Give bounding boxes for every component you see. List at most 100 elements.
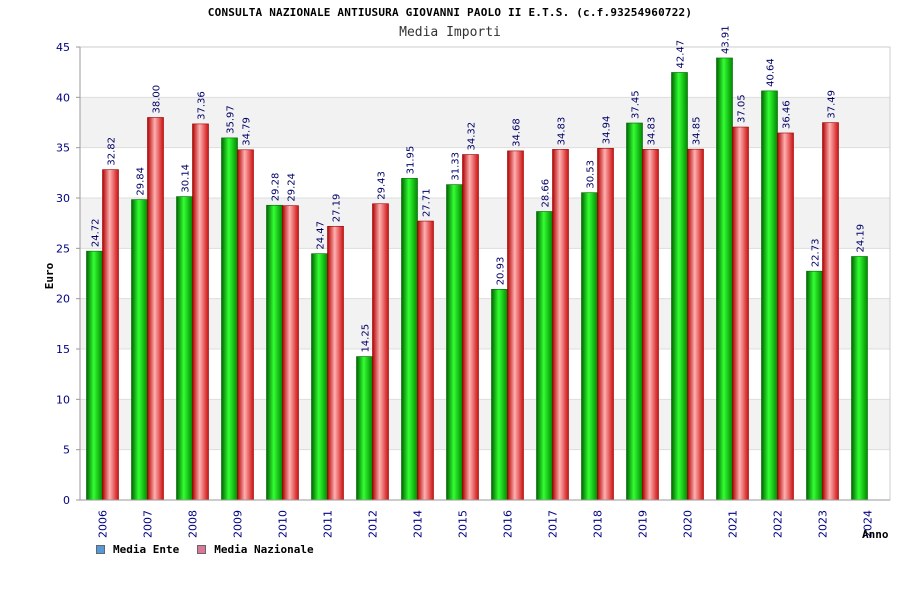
- data-label-media-ente: 22.73: [811, 239, 822, 268]
- bar-media-nazionale: [147, 117, 164, 501]
- x-tick-label: 2012: [367, 510, 380, 538]
- bar-media-nazionale: [417, 220, 434, 501]
- bar-media-nazionale: [327, 225, 344, 501]
- data-label-media-ente: 14.25: [361, 324, 372, 353]
- data-label-media-ente: 40.64: [766, 58, 777, 87]
- bar-media-nazionale: [732, 126, 749, 501]
- bar-media-ente: [761, 90, 778, 501]
- bar-media-ente: [221, 137, 238, 501]
- bar-media-ente: [356, 356, 373, 501]
- y-axis-label: Euro: [43, 262, 56, 289]
- bar-media-nazionale: [597, 147, 614, 501]
- grid-band: [80, 198, 890, 249]
- grid-bands: [79, 46, 891, 501]
- x-axis-label: Anno: [862, 528, 889, 541]
- data-label-media-nazionale: 34.83: [557, 117, 568, 146]
- y-tick-label: 35: [56, 142, 70, 155]
- chart-title: CONSULTA NAZIONALE ANTIUSURA GIOVANNI PA…: [207, 6, 693, 19]
- x-tick-label: 2020: [682, 510, 695, 538]
- bar-media-ente: [671, 72, 688, 501]
- bar-media-ente: [806, 270, 823, 501]
- y-tick-label: 45: [56, 41, 70, 54]
- x-tick-label: 2022: [772, 510, 785, 538]
- data-label-media-ente: 43.91: [721, 25, 732, 54]
- bar-media-ente: [401, 178, 418, 501]
- x-tick-label: 2007: [142, 510, 155, 538]
- data-label-media-ente: 31.33: [451, 152, 462, 181]
- bar-media-nazionale: [237, 149, 254, 501]
- legend-label-media-nazionale: Media Nazionale: [214, 543, 314, 556]
- bar-media-nazionale: [102, 169, 119, 501]
- data-label-media-nazionale: 32.82: [107, 137, 118, 166]
- grid-band: [80, 147, 890, 198]
- data-label-media-nazionale: 34.68: [512, 118, 523, 147]
- data-label-media-nazionale: 29.24: [287, 173, 298, 202]
- bars: 24.72 32.82 29.84 38.00 30.14 37.36 35.97 34.79…: [86, 25, 868, 501]
- grid-band: [80, 47, 890, 98]
- x-tick-label: 2023: [817, 510, 830, 538]
- y-tick-label: 30: [56, 192, 70, 205]
- data-label-media-ente: 24.72: [91, 219, 102, 248]
- data-label-media-ente: 29.28: [271, 173, 282, 202]
- y-tick-label: 40: [56, 91, 70, 104]
- y-tick-label: 25: [56, 242, 70, 255]
- grid-band: [80, 97, 890, 148]
- bar-media-nazionale: [507, 150, 524, 501]
- bar-media-ente: [176, 196, 193, 501]
- legend-item-media-nazionale: Media Nazionale: [197, 543, 314, 556]
- y-tick-label: 15: [56, 343, 70, 356]
- x-tick-label: 2014: [412, 510, 425, 538]
- data-label-media-nazionale: 37.36: [197, 91, 208, 120]
- x-tick-label: 2010: [277, 510, 290, 538]
- legend-label-media-ente: Media Ente: [113, 543, 180, 556]
- bar-media-nazionale: [777, 132, 794, 501]
- y-tick-label: 0: [63, 494, 70, 507]
- x-tick-label: 2024: [862, 510, 875, 538]
- bar-media-nazionale: [642, 149, 659, 501]
- y-tick-label: 10: [56, 393, 70, 406]
- grid-band: [80, 248, 890, 299]
- data-label-media-ente: 37.45: [631, 90, 642, 119]
- data-label-media-nazionale: 36.46: [782, 100, 793, 129]
- bar-media-ente: [311, 253, 328, 501]
- bar-media-nazionale: [372, 203, 389, 501]
- data-label-media-ente: 30.14: [181, 164, 192, 193]
- bar-media-nazionale: [552, 149, 569, 501]
- x-tick-label: 2021: [727, 510, 740, 538]
- data-label-media-ente: 28.66: [541, 179, 552, 208]
- bar-media-nazionale: [822, 122, 839, 501]
- data-label-media-ente: 35.97: [226, 105, 237, 134]
- bar-media-nazionale: [687, 148, 704, 501]
- data-label-media-nazionale: 38.00: [152, 85, 163, 114]
- data-label-media-ente: 31.95: [406, 146, 417, 175]
- data-label-media-nazionale: 27.19: [332, 194, 343, 223]
- bar-media-ente: [851, 256, 868, 501]
- data-label-media-ente: 20.93: [496, 257, 507, 286]
- data-label-media-ente: 24.47: [316, 221, 327, 250]
- bar-media-nazionale: [282, 205, 299, 501]
- y-axis: 0 5 10 15 20 25 30 35 40 45: [56, 41, 81, 507]
- data-label-media-nazionale: 34.79: [242, 117, 253, 146]
- x-tick-label: 2008: [187, 510, 200, 538]
- data-label-media-ente: 30.53: [586, 160, 597, 189]
- bar-media-nazionale: [192, 123, 209, 501]
- grid-band: [80, 349, 890, 400]
- legend: Media Ente Media Nazionale: [96, 543, 332, 556]
- bar-media-ente: [86, 250, 103, 501]
- bar-media-ente: [131, 199, 148, 501]
- data-label-media-ente: 24.19: [856, 224, 867, 253]
- x-tick-label: 2009: [232, 510, 245, 538]
- x-tick-label: 2019: [637, 510, 650, 538]
- bar-media-ente: [716, 57, 733, 501]
- data-label-media-ente: 42.47: [676, 40, 687, 69]
- data-label-media-nazionale: 34.94: [602, 116, 613, 145]
- legend-swatch-media-ente: [96, 545, 105, 554]
- data-label-media-nazionale: 34.83: [647, 117, 658, 146]
- x-tick-label: 2011: [322, 510, 335, 538]
- legend-item-media-ente: Media Ente: [96, 543, 179, 556]
- grid-band: [80, 399, 890, 450]
- bar-media-ente: [626, 122, 643, 501]
- data-label-media-nazionale: 34.85: [692, 117, 703, 146]
- bar-media-ente: [536, 211, 553, 501]
